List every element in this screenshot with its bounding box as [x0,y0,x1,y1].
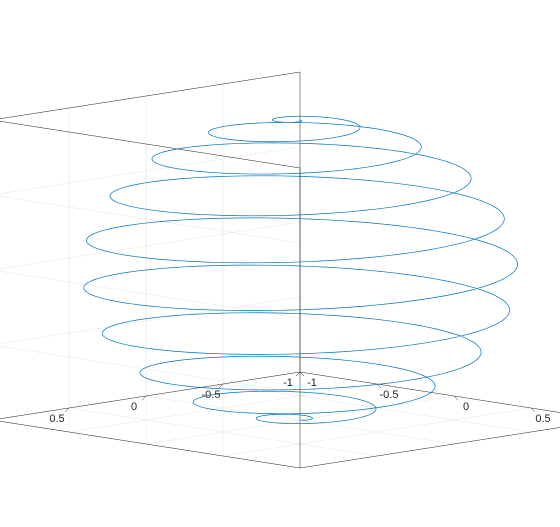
svg-text:0.5: 0.5 [535,413,550,425]
3d-spiral-chart: -1-0.500.51-1-0.500.51-1-0.500.51 [0,0,560,527]
svg-text:-0.5: -0.5 [202,389,221,401]
axis-ticks [0,120,560,424]
tick-labels: -1-0.500.51-1-0.500.51-1-0.500.51 [0,115,560,437]
svg-text:0: 0 [131,401,137,413]
svg-text:-0.5: -0.5 [380,389,399,401]
spiral-path [84,116,518,423]
axes-box [0,72,560,468]
spiral-curve [84,116,518,423]
svg-text:-1: -1 [307,377,317,389]
svg-text:-1: -1 [283,377,293,389]
svg-text:0.5: 0.5 [49,413,64,425]
svg-text:0: 0 [463,401,469,413]
